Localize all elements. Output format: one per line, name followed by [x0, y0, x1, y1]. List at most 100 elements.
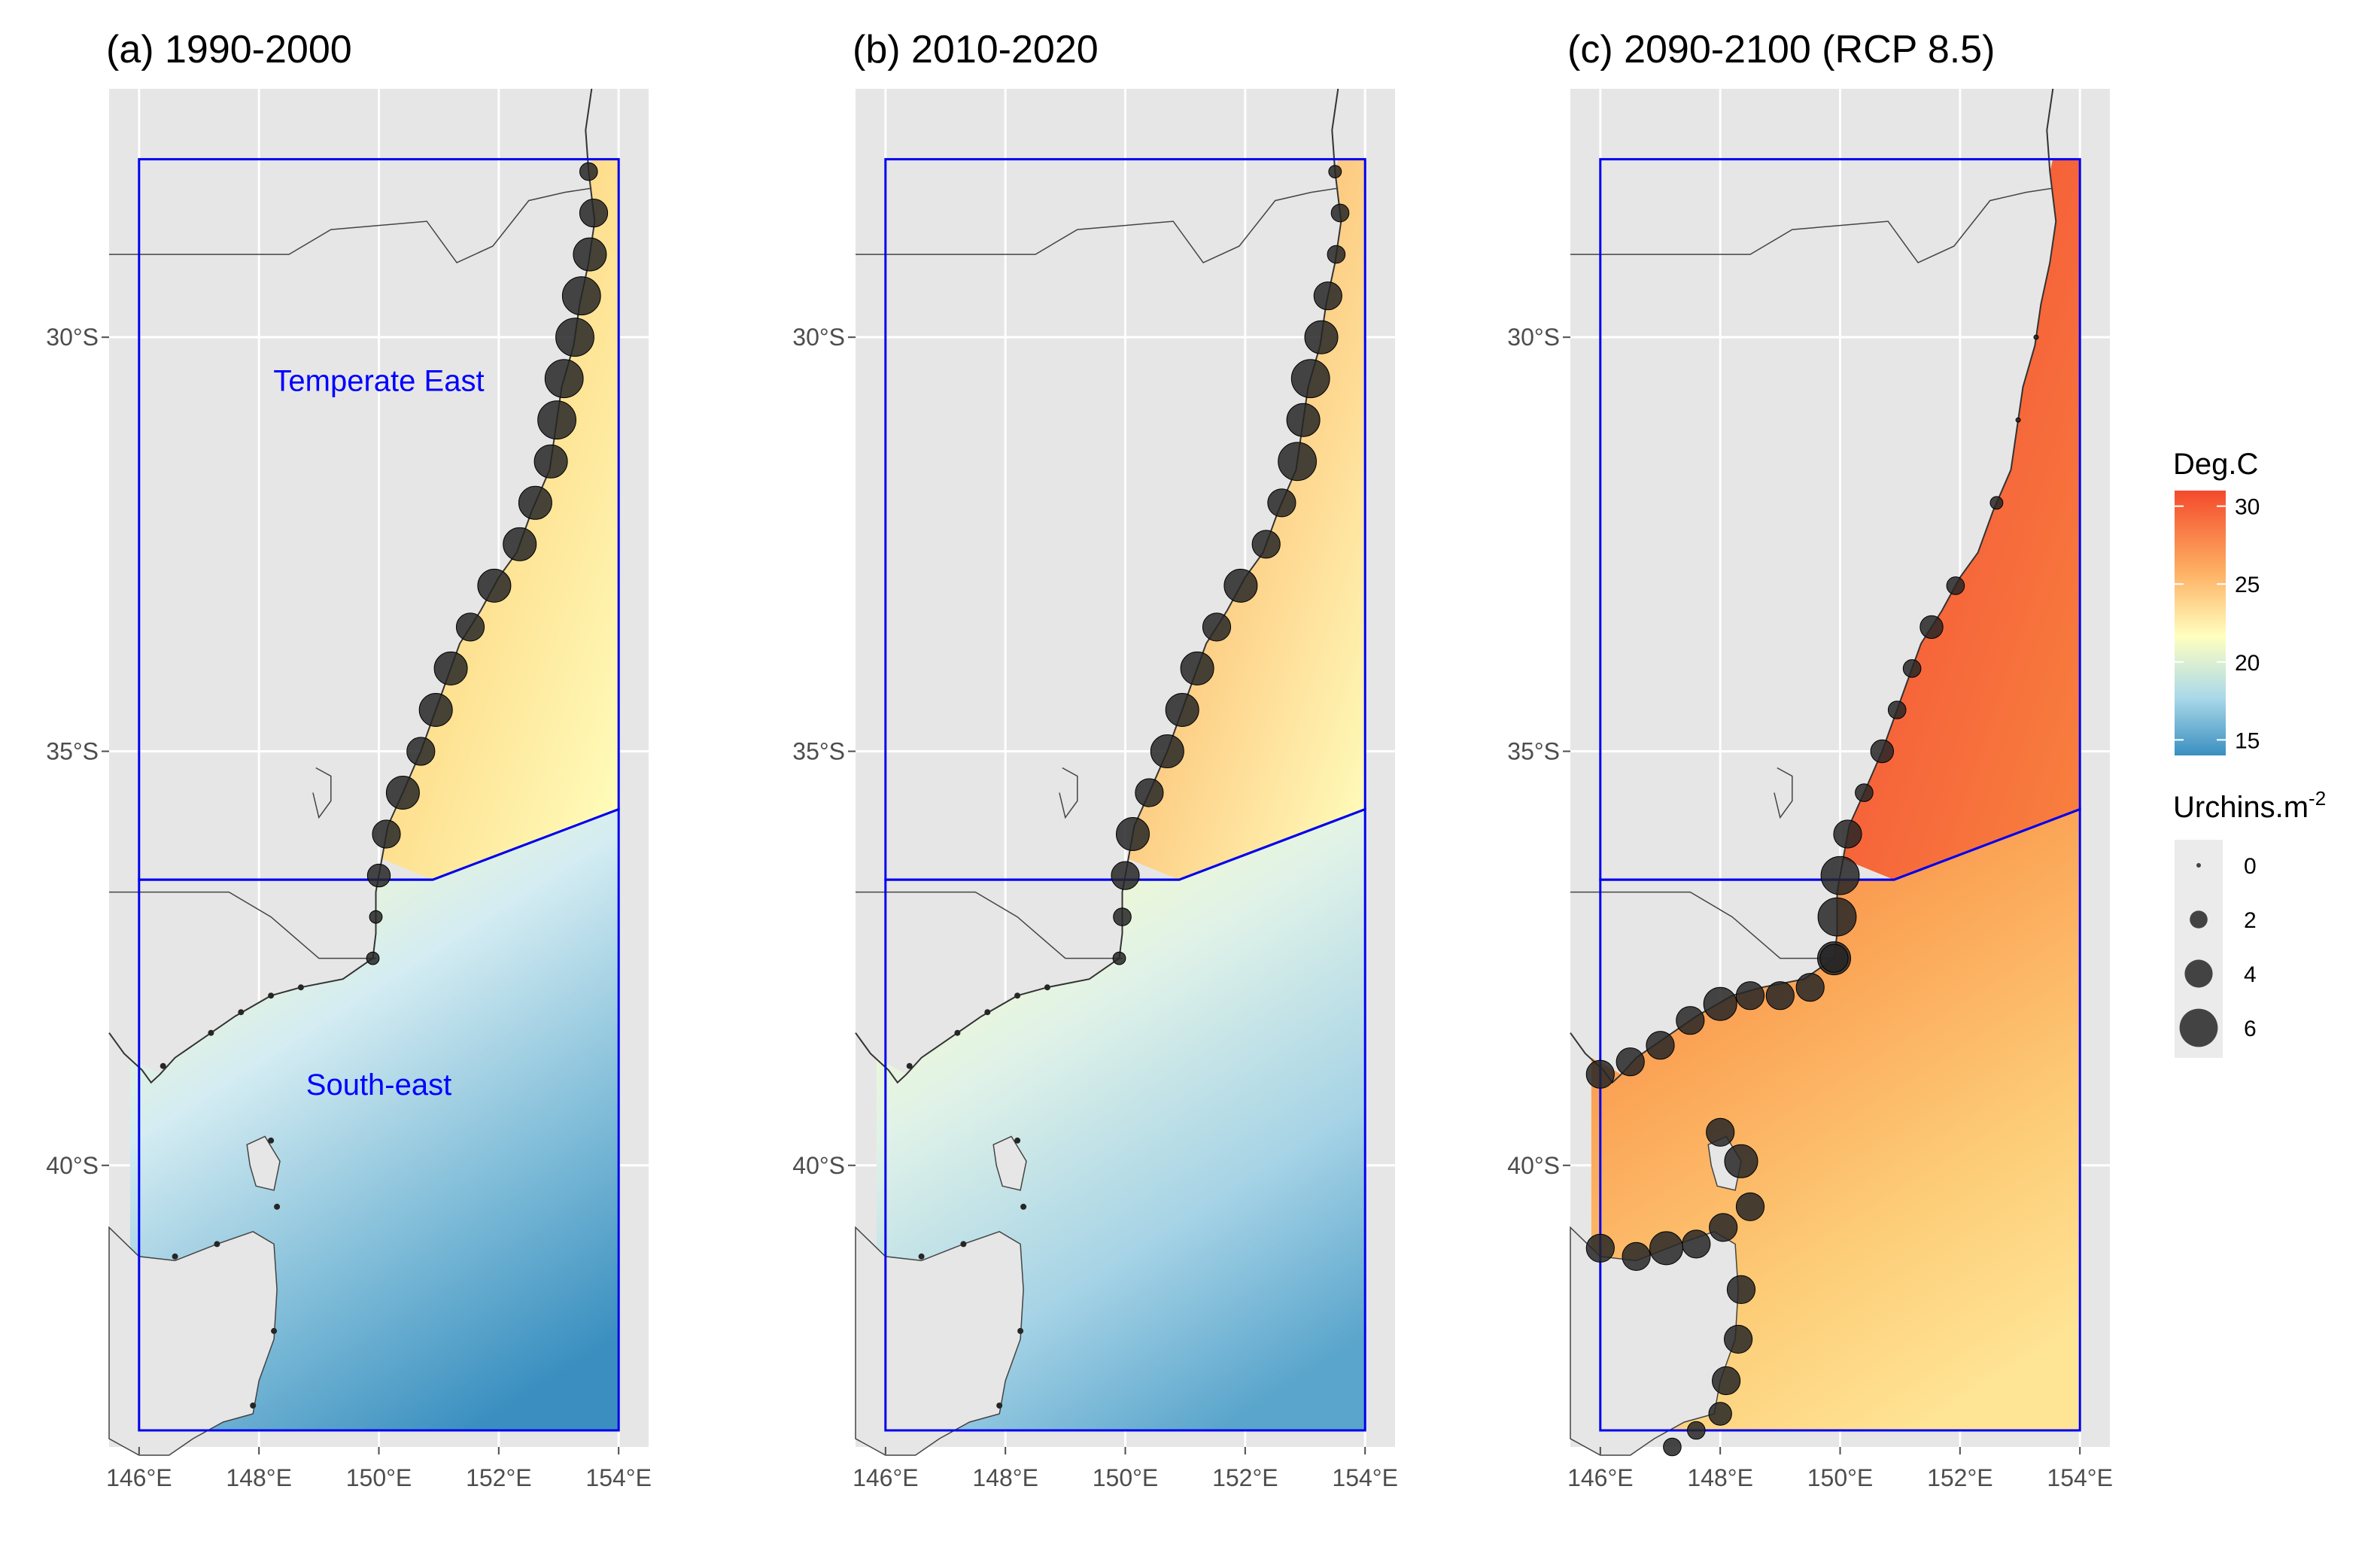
urchin-point: [160, 1062, 166, 1069]
urchin-point: [573, 237, 607, 272]
temp-colorbar: [2175, 491, 2226, 755]
urchin-legend-title: Urchins.m-2: [2173, 787, 2326, 824]
y-tick-label: 40°S: [792, 1152, 845, 1179]
y-tick-label: 40°S: [1507, 1152, 1560, 1179]
urchin-point: [1111, 861, 1140, 890]
urchin-point: [1286, 403, 1321, 437]
state-border: [1570, 891, 1837, 959]
urchin-point: [1820, 856, 1860, 895]
urchin-point: [1202, 612, 1232, 642]
map-panel-1: (a) 1990-2000 Temperate East South-east 14…: [0, 0, 652, 1547]
x-tick-label: 154°E: [1332, 1464, 1398, 1491]
temp-tick-label: 30: [2235, 495, 2260, 520]
urchin-point: [1833, 819, 1862, 849]
map-svg: 146°E 148°E 150°E 152°E 154°E 30°S 35°S 40°S: [792, 88, 1398, 1491]
act-border: [312, 767, 332, 819]
urchin-point: [544, 359, 584, 399]
temp-legend-ticks: 30 25 20 15: [2175, 495, 2260, 753]
urchin-point: [1135, 778, 1164, 807]
urchin-point: [1017, 1327, 1024, 1334]
urchin-key-circle: [2196, 863, 2201, 868]
urchin-point: [1585, 1233, 1615, 1263]
temp-tick-label: 25: [2235, 573, 2260, 597]
urchin-point: [250, 1403, 257, 1409]
x-tick-label: 146°E: [853, 1464, 919, 1491]
x-tick-label: 148°E: [226, 1464, 292, 1491]
urchin-key-circle: [2184, 959, 2213, 988]
temp-tick-label: 15: [2235, 728, 2260, 753]
urchin-point: [503, 527, 537, 561]
urchin-point: [579, 199, 609, 228]
urchin-key-label: 4: [2244, 962, 2257, 987]
flinders-island: [992, 1135, 1027, 1191]
urchin-point: [1703, 986, 1737, 1021]
urchin-point: [960, 1241, 967, 1248]
urchin-key-label: 6: [2244, 1017, 2257, 1041]
state-border: [109, 891, 376, 959]
panel-title: (b) 2010-2020: [853, 28, 1099, 71]
urchin-point: [455, 612, 485, 642]
urchin-point: [1278, 442, 1317, 482]
x-tick-label: 148°E: [1687, 1464, 1753, 1491]
urchin-point: [268, 1137, 275, 1144]
urchin-point: [1150, 734, 1184, 768]
urchin-point: [1735, 981, 1765, 1011]
urchin-point: [1724, 1324, 1753, 1354]
urchin-legend-keys: 0 2 4 6: [2179, 854, 2257, 1047]
urchin-point: [385, 776, 420, 810]
urchin-point: [1044, 984, 1050, 991]
urchin-point: [1946, 576, 1965, 595]
urchin-point: [1989, 496, 2004, 510]
urchin-point: [1676, 1006, 1705, 1035]
urchin-point: [477, 568, 512, 603]
map-panel-3: (c) 2090-2100 (RCP 8.5) 146°E 148°E 150°E 1…: [1461, 0, 2113, 1547]
urchin-point: [214, 1241, 220, 1248]
temp-tick-label: 20: [2235, 651, 2260, 676]
state-border: [109, 187, 592, 264]
urchin-point: [369, 910, 383, 924]
urchin-point: [1726, 1275, 1756, 1305]
urchin-point: [1819, 944, 1849, 973]
region-label-south-east: South-east: [306, 1068, 451, 1102]
urchin-point: [1712, 1366, 1741, 1396]
act-border: [1774, 767, 1793, 819]
urchin-key-circle: [2179, 1008, 2218, 1047]
urchin-point: [1765, 981, 1795, 1011]
urchin-point: [1724, 1144, 1758, 1178]
urchin-point: [208, 1029, 214, 1036]
urchin-point: [1682, 1229, 1711, 1259]
urchin-point: [1014, 992, 1021, 999]
urchin-point: [1855, 783, 1874, 802]
temp-legend-title: Deg.C: [2173, 448, 2258, 481]
urchin-point: [1290, 359, 1330, 399]
urchin-point: [1113, 907, 1132, 926]
tasmania-land: [855, 1226, 1024, 1456]
region-label-temperate-east: Temperate East: [273, 365, 484, 398]
urchin-point: [1116, 817, 1150, 851]
urchin-point: [1663, 1437, 1682, 1457]
urchin-point: [366, 863, 391, 888]
x-tick-label: 148°E: [972, 1464, 1038, 1491]
urchin-point: [1304, 320, 1339, 354]
urchin-point: [1706, 1117, 1735, 1147]
urchin-point: [1687, 1421, 1706, 1440]
y-tick-label: 35°S: [792, 737, 845, 764]
urchin-point: [172, 1253, 178, 1260]
urchin-point: [1870, 739, 1894, 764]
x-tick-label: 152°E: [1927, 1464, 1993, 1491]
map-svg: 146°E 148°E 150°E 152°E 154°E 30°S 35°S 40°S: [1507, 88, 2113, 1491]
legend-svg: Deg.C 30 25 20 15 Urchins.m-2 0 2 4 6: [2173, 448, 2326, 1058]
urchin-point: [1251, 530, 1281, 559]
urchin-point: [2033, 334, 2039, 340]
x-tick-label: 150°E: [346, 1464, 412, 1491]
y-tick-label: 30°S: [46, 324, 99, 351]
map-panel-2: (b) 2010-2020 146°E 148°E 150°E 152°E 154°E 3…: [746, 0, 1398, 1547]
act-border: [1059, 767, 1078, 819]
urchin-point: [1165, 693, 1199, 727]
urchin-point: [372, 819, 401, 849]
x-tick-label: 152°E: [1212, 1464, 1278, 1491]
urchin-key-label: 2: [2244, 908, 2257, 933]
urchin-point: [1180, 651, 1214, 685]
x-tick-label: 146°E: [106, 1464, 172, 1491]
urchin-point: [1920, 615, 1944, 640]
